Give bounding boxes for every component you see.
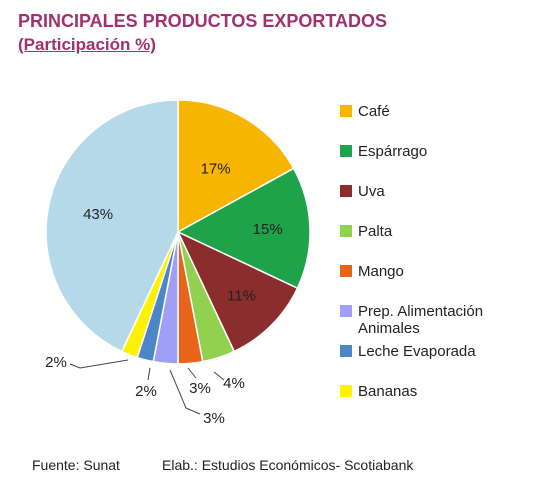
data-label: 2%	[135, 383, 157, 400]
elaboration-note: Elab.: Estudios Económicos- Scotiabank	[162, 457, 414, 473]
legend: Café Espárrago Uva Palta Mango Prep. Alimenta…	[340, 103, 483, 400]
legend-label: Espárrago	[358, 143, 427, 160]
legend-item: Uva	[340, 183, 385, 200]
legend-label: Palta	[358, 223, 393, 240]
legend-swatch	[340, 145, 352, 157]
pie-slice	[176, 167, 311, 290]
legend-swatch	[340, 385, 352, 397]
data-label: 3%	[189, 380, 211, 397]
legend-label: Prep. Alimentación	[358, 303, 483, 320]
legend-label: Mango	[358, 263, 404, 280]
leader-lines	[69, 359, 225, 415]
legend-label: Uva	[358, 183, 385, 200]
chart-title: PRINCIPALES PRODUCTOS EXPORTADOS	[18, 11, 388, 31]
data-labels: 17% 15% 11% 4% 3% 3% 2% 2% 43%	[45, 160, 283, 427]
data-label: 11%	[227, 288, 256, 305]
legend-label: Café	[358, 103, 390, 120]
legend-swatch	[340, 105, 352, 117]
legend-item: Café	[340, 103, 390, 120]
pie-slice	[177, 99, 295, 234]
legend-item: Leche Evaporada	[340, 343, 476, 360]
legend-item: Palta	[340, 223, 393, 240]
legend-item: Bananas	[340, 383, 417, 400]
data-label: 4%	[223, 375, 245, 392]
leader-line	[147, 367, 151, 381]
data-label: 17%	[201, 160, 231, 177]
data-label: 2%	[45, 354, 67, 371]
pie-slice	[176, 230, 299, 353]
data-label: 15%	[253, 221, 283, 238]
legend-item: Mango	[340, 263, 404, 280]
legend-swatch	[340, 185, 352, 197]
leader-line	[69, 359, 129, 369]
leader-line	[187, 367, 197, 379]
pie-slice	[45, 99, 179, 353]
legend-item: Espárrago	[340, 143, 427, 160]
leader-line	[213, 371, 225, 381]
chart-title-block: PRINCIPALES PRODUCTOS EXPORTADOS (Partic…	[18, 10, 387, 56]
legend-swatch	[340, 305, 352, 317]
legend-swatch	[340, 225, 352, 237]
chart-subtitle: (Participación %)	[18, 35, 156, 54]
legend-label: Animales	[358, 320, 420, 337]
source-note: Fuente: Sunat	[32, 457, 120, 473]
legend-swatch	[340, 345, 352, 357]
legend-label: Bananas	[358, 383, 417, 400]
data-label: 43%	[83, 206, 113, 223]
data-label: 3%	[203, 410, 225, 427]
legend-label: Leche Evaporada	[358, 343, 476, 360]
pie-slices	[45, 99, 311, 365]
leader-line	[169, 369, 201, 415]
legend-swatch	[340, 265, 352, 277]
